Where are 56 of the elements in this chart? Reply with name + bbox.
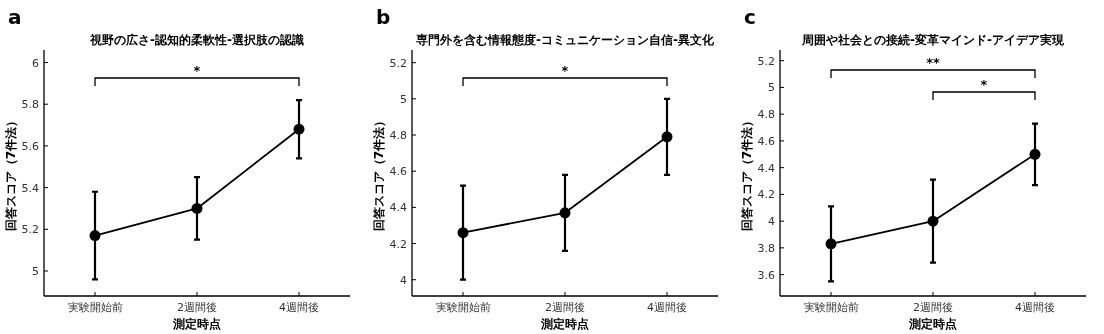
point: [825, 238, 837, 250]
point: [559, 207, 571, 219]
x-tick-label: 4週間後: [647, 301, 687, 314]
y-tick-label: 5: [400, 92, 407, 106]
point: [661, 131, 673, 143]
annotation: *: [561, 63, 569, 78]
y-tick-label: 5.8: [21, 98, 39, 112]
x-axis-title: 測定時点: [540, 317, 589, 331]
y-tick-label: 4.8: [389, 129, 407, 143]
x-tick-label: 実験開始前: [803, 301, 859, 314]
y-axis-title: 回答スコア（7件法）: [740, 114, 754, 232]
point: [927, 215, 939, 227]
y-tick-label: 4.8: [757, 108, 775, 122]
point: [191, 202, 203, 214]
point: [293, 123, 305, 135]
y-tick-label: 4.6: [389, 165, 407, 179]
text: b: [376, 5, 391, 29]
x-tick-label: 2週間後: [177, 301, 217, 314]
y-tick-label: 5.2: [21, 223, 39, 237]
y-tick-label: 4.4: [389, 201, 407, 215]
x-tick-label: 実験開始前: [67, 301, 123, 314]
point: [457, 227, 469, 239]
x-tick-label: 2週間後: [913, 301, 953, 314]
y-tick-label: 5.6: [21, 139, 39, 153]
point: [1029, 148, 1041, 160]
chart-title: 周囲や社会との接続-変革マインド-アイデア実現: [801, 33, 1065, 47]
chart-title: 専門外を含む情報態度-コミュニケーション自信-異文化: [415, 33, 715, 47]
annotation: *: [980, 77, 988, 92]
y-tick-label: 5.2: [389, 56, 407, 70]
point: [89, 230, 101, 242]
y-tick-label: 4.4: [757, 161, 775, 175]
y-tick-label: 5.4: [21, 181, 39, 195]
y-tick-label: 5.2: [757, 54, 775, 68]
y-tick-label: 3.8: [757, 241, 775, 255]
y-tick-label: 5: [768, 81, 775, 95]
y-tick-label: 4.2: [389, 237, 407, 251]
x-tick-label: 2週間後: [545, 301, 585, 314]
y-axis-title: 回答スコア（7件法）: [4, 114, 18, 232]
y-tick-label: 4: [768, 215, 775, 229]
y-tick-label: 5: [32, 264, 39, 278]
x-tick-label: 4週間後: [279, 301, 319, 314]
x-axis-title: 測定時点: [172, 317, 221, 331]
y-axis-title: 回答スコア（7件法）: [372, 114, 386, 232]
y-tick-label: 6: [32, 56, 39, 70]
y-tick-label: 4.2: [757, 188, 775, 202]
x-tick-label: 実験開始前: [435, 301, 491, 314]
x-axis-title: 測定時点: [908, 317, 957, 331]
y-tick-label: 4: [400, 273, 407, 287]
y-tick-label: 4.6: [757, 134, 775, 148]
chart-title: 視野の広さ-認知的柔軟性-選択肢の認識: [89, 33, 304, 47]
y-tick-label: 3.6: [757, 268, 775, 282]
text: c: [744, 5, 756, 29]
text: a: [8, 5, 22, 29]
annotation: *: [193, 63, 201, 78]
x-tick-label: 4週間後: [1015, 301, 1055, 314]
annotation: **: [926, 55, 940, 70]
